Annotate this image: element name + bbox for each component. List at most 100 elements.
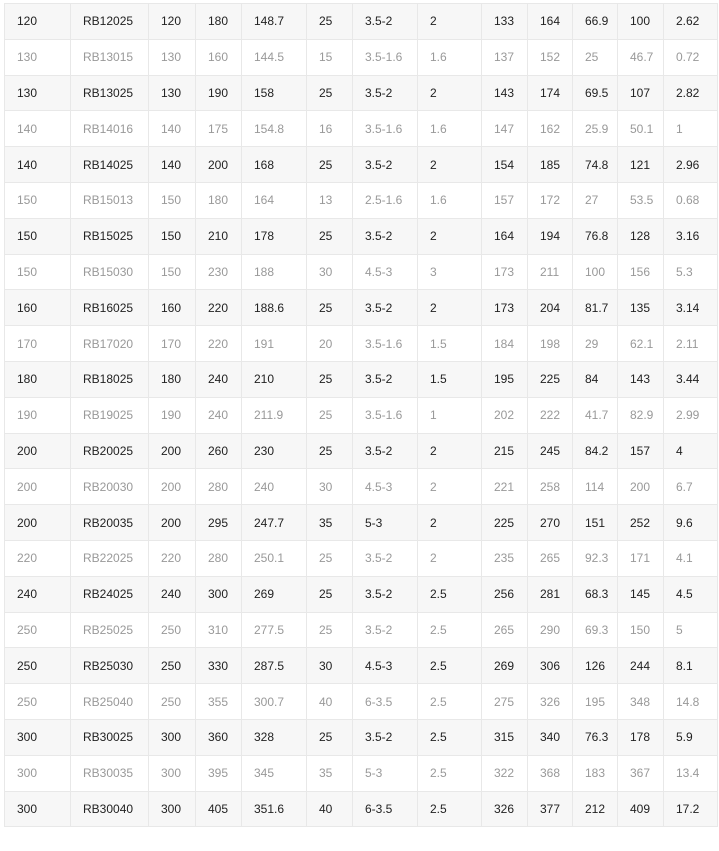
table-cell: 130: [148, 74, 196, 112]
table-cell: 230: [195, 253, 242, 291]
table-cell: 130: [4, 74, 71, 112]
table-cell: 2: [417, 539, 482, 577]
table-cell: 240: [4, 575, 71, 613]
table-cell: 2: [417, 468, 482, 506]
table-cell: 220: [195, 289, 242, 327]
table-cell: 300: [195, 575, 242, 613]
table-cell: 178: [241, 217, 307, 255]
table-cell: 140: [4, 146, 71, 183]
table-cell: 144.5: [241, 38, 307, 76]
table-cell: 35: [306, 504, 353, 541]
table-cell: 184: [481, 325, 528, 362]
table-cell: 68.3: [572, 575, 618, 613]
table-body: 120 RB12025 120 180 148.7 25 3.5-2 2 133 164 66.9 1…: [4, 3, 718, 828]
table-cell: 25: [306, 718, 353, 756]
table-cell: 170: [4, 325, 71, 362]
table-cell: 2.99: [663, 396, 718, 434]
table-cell: 212: [572, 790, 618, 828]
table-cell: 25: [306, 74, 353, 112]
table-cell: 195: [481, 360, 528, 398]
table-cell: 200: [617, 468, 664, 506]
table-cell: 2: [417, 504, 482, 541]
table-cell: 3.5-1.6: [352, 396, 418, 434]
model-cell: RB25025: [70, 611, 149, 649]
model-cell: RB30040: [70, 790, 149, 828]
table-cell: 121: [617, 146, 664, 183]
table-cell: 183: [572, 754, 618, 792]
table-cell: 280: [195, 539, 242, 577]
table-cell: 4.5-3: [352, 647, 418, 685]
table-cell: 25: [306, 360, 353, 398]
table-cell: 202: [481, 396, 528, 434]
table-cell: 240: [195, 360, 242, 398]
table-cell: 198: [527, 325, 573, 362]
table-cell: 280: [195, 468, 242, 506]
table-cell: 0.68: [663, 181, 718, 219]
table-cell: 300: [4, 754, 71, 792]
table-cell: 269: [241, 575, 307, 613]
model-cell: RB20035: [70, 504, 149, 541]
table-cell: 188.6: [241, 289, 307, 327]
model-cell: RB13025: [70, 74, 149, 112]
table-cell: 3: [417, 253, 482, 291]
table-cell: 148.7: [241, 3, 307, 40]
table-cell: 25: [306, 575, 353, 613]
model-cell: RB25040: [70, 683, 149, 720]
table-cell: 200: [148, 504, 196, 541]
table-cell: 147: [481, 110, 528, 148]
table-cell: 156: [617, 253, 664, 291]
table-cell: 126: [572, 647, 618, 685]
model-cell: RB16025: [70, 289, 149, 327]
table-cell: 215: [481, 432, 528, 470]
table-cell: 281: [527, 575, 573, 613]
model-cell: RB22025: [70, 539, 149, 577]
table-cell: 40: [306, 683, 353, 720]
table-cell: 25: [306, 539, 353, 577]
table-cell: 1: [417, 396, 482, 434]
table-cell: 258: [527, 468, 573, 506]
table-cell: 30: [306, 468, 353, 506]
table-cell: 230: [241, 432, 307, 470]
table-cell: 154: [481, 146, 528, 183]
table-cell: 2.5: [417, 790, 482, 828]
table-row: 130 RB13025 130 190 158 25 3.5-2 2 143 174 69.5 107…: [4, 74, 718, 112]
table-cell: 5-3: [352, 504, 418, 541]
table-cell: 174: [527, 74, 573, 112]
table-cell: 145: [617, 575, 664, 613]
table-cell: 260: [195, 432, 242, 470]
table-cell: 84: [572, 360, 618, 398]
table-row: 170 RB17020 170 220 191 20 3.5-1.6 1.5 184 198 29 6…: [4, 325, 718, 362]
table-cell: 135: [617, 289, 664, 327]
table-cell: 200: [4, 432, 71, 470]
table-cell: 160: [195, 38, 242, 76]
table-cell: 74.8: [572, 146, 618, 183]
table-cell: 120: [4, 3, 71, 40]
model-cell: RB12025: [70, 3, 149, 40]
table-cell: 100: [617, 3, 664, 40]
table-cell: 170: [148, 325, 196, 362]
table-cell: 2.5: [417, 611, 482, 649]
table-cell: 250.1: [241, 539, 307, 577]
table-cell: 6.7: [663, 468, 718, 506]
table-cell: 247.7: [241, 504, 307, 541]
table-cell: 277.5: [241, 611, 307, 649]
model-cell: RB15030: [70, 253, 149, 291]
table-cell: 69.3: [572, 611, 618, 649]
table-cell: 2: [417, 146, 482, 183]
table-cell: 4.5-3: [352, 253, 418, 291]
table-cell: 405: [195, 790, 242, 828]
table-cell: 240: [148, 575, 196, 613]
table-row: 300 RB30040 300 405 351.6 40 6-3.5 2.5 326 377 212…: [4, 790, 718, 828]
table-cell: 157: [617, 432, 664, 470]
table-row: 140 RB14016 140 175 154.8 16 3.5-1.6 1.6 147 162 2…: [4, 110, 718, 148]
table-cell: 250: [4, 647, 71, 685]
table-cell: 150: [148, 217, 196, 255]
table-cell: 25: [306, 396, 353, 434]
table-cell: 154.8: [241, 110, 307, 148]
table-cell: 3.5-2: [352, 539, 418, 577]
table-cell: 360: [195, 718, 242, 756]
table-cell: 211.9: [241, 396, 307, 434]
table-cell: 377: [527, 790, 573, 828]
table-cell: 40: [306, 790, 353, 828]
table-cell: 164: [527, 3, 573, 40]
